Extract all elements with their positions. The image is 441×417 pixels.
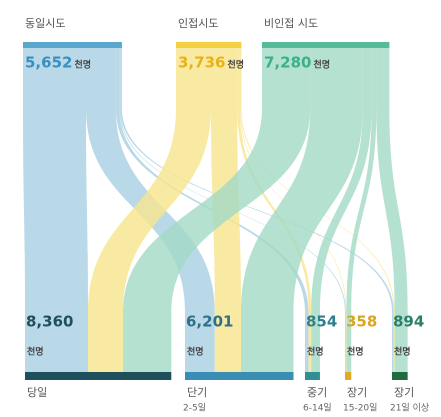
source-bar (262, 42, 390, 48)
target-bar (345, 372, 352, 380)
source-label: 비인접 시도 (264, 17, 318, 30)
target-bar (185, 372, 294, 380)
target-value: 6,201 (186, 313, 233, 331)
target-sublabel: 15-20일 (343, 403, 377, 414)
source-value: 7,280 (264, 54, 311, 72)
target-label: 당일 (27, 385, 47, 399)
target-value: 8,360 (26, 313, 73, 331)
links (23, 48, 408, 372)
flow (123, 48, 311, 372)
flow (237, 48, 312, 372)
flow (311, 48, 372, 372)
flow (241, 48, 363, 372)
target-value: 358 (346, 313, 377, 331)
target-value: 894 (393, 313, 424, 331)
source-bar (176, 42, 242, 48)
target-sublabel: 21일 이상 (390, 403, 429, 414)
source-bar (23, 42, 122, 48)
target-label: 단기 (187, 386, 207, 399)
unit: 천명 (27, 346, 44, 358)
target-label: 장기 (347, 386, 367, 399)
source-label: 동일시도 (25, 16, 65, 30)
flow (120, 48, 394, 372)
target-bar (392, 372, 408, 380)
target-label: 장기 (394, 386, 414, 399)
source-value: 5,652 (25, 54, 72, 72)
unit: 천명 (394, 346, 411, 358)
unit: 천명 (227, 59, 244, 71)
target-bar (305, 372, 320, 380)
flow (23, 48, 88, 372)
target-sublabel: 6-14일 (303, 403, 332, 414)
flow (346, 48, 377, 372)
target-bar (25, 372, 172, 380)
flow (376, 48, 408, 372)
unit: 천명 (74, 59, 91, 71)
unit: 천명 (187, 346, 204, 358)
target-sublabel: 2-5일 (183, 403, 206, 414)
source-label: 인접시도 (178, 17, 218, 30)
target-value: 854 (306, 313, 337, 331)
flow (88, 48, 211, 372)
unit: 천명 (307, 346, 324, 358)
target-label: 중기 (307, 386, 327, 399)
unit: 천명 (347, 346, 364, 358)
unit: 천명 (313, 59, 330, 71)
source-value: 3,736 (178, 54, 225, 72)
